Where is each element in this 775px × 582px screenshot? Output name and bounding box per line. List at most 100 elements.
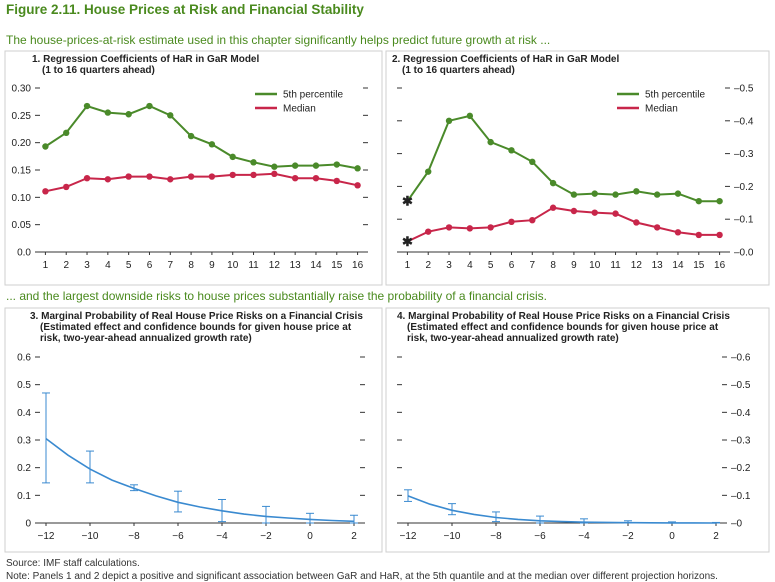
panel-1-xtick-label: 14 <box>310 260 322 271</box>
panel-2-ytick-label: –0.1 <box>734 215 754 226</box>
panel-4-xtick-label: −4 <box>578 531 590 542</box>
panel-1-point <box>271 170 278 178</box>
panel-2-point <box>570 207 578 215</box>
panel-4-ytick-label: –0.2 <box>731 463 751 474</box>
panel-2-chart: –0.0–0.1–0.2–0.3–0.4–0.51 2 3 4 5 6 7 8 9 10 11 12 1… <box>397 84 754 271</box>
panel-2-point <box>508 218 515 226</box>
panel-2-xtick-label: 5 <box>488 260 494 271</box>
subhead-top: The house-prices-at-risk estimate used i… <box>6 33 551 47</box>
panel-3-xtick-label: 0 <box>307 531 313 542</box>
panel-2-point <box>445 224 453 231</box>
panel-1-point <box>42 143 49 150</box>
panel-1-xtick-label: 11 <box>248 260 259 271</box>
panel-1-ytick-label: 0.10 <box>12 193 32 204</box>
panel-1-xtick-label: 6 <box>147 260 153 271</box>
panel-4-title-line2: (Estimated effect and confidence bounds … <box>407 322 719 333</box>
panel-1-point <box>271 163 278 170</box>
panel-2-point <box>570 191 578 198</box>
panel-2-point <box>529 216 536 224</box>
panel-2-xtick-label: 11 <box>610 260 621 271</box>
panel-1-point <box>187 173 195 180</box>
panel-1-point <box>187 132 195 140</box>
panel-3-ytick-label: 0.1 <box>17 491 31 502</box>
panel-3-xtick-label: −6 <box>172 531 184 542</box>
panel-2-point <box>466 112 474 120</box>
panel-1-point <box>250 159 257 166</box>
panel-3-title-line2: (Estimated effect and confidence bounds … <box>40 322 352 333</box>
panel-2-xtick-label: 8 <box>550 260 556 271</box>
panel-4-title-line1: 4. Marginal Probability of Real House Pr… <box>397 311 730 322</box>
panel-4-xtick-label: −12 <box>400 531 417 542</box>
panel-1-point <box>83 102 91 110</box>
panel-2-xtick-label: 13 <box>652 260 664 271</box>
panel-3-xtick-label: −2 <box>260 531 272 542</box>
panel-1-point <box>354 165 361 172</box>
panel-2-point <box>425 228 432 235</box>
panel-2-title-line1: 2. Regression Coefficients of HaR in GaR… <box>392 54 620 65</box>
panel-3-xtick-label: −4 <box>216 531 228 542</box>
panel-1-title-line2: (1 to 16 quarters ahead) <box>42 65 155 76</box>
panel-3-xtick-label: 2 <box>351 531 357 542</box>
panel-2-point <box>425 168 432 175</box>
panel-3-ytick-label: 0.3 <box>17 436 31 447</box>
panel-1-xtick-label: 1 <box>43 260 49 271</box>
panel-1-point <box>63 183 70 191</box>
panel-2-ytick-label: –0.3 <box>734 149 754 160</box>
panel-4-ytick-label: –0.1 <box>731 491 751 502</box>
panel-1-ytick-label: 0.20 <box>12 138 32 149</box>
subhead-bottom: ... and the largest downside risks to ho… <box>6 289 547 303</box>
panel-3-ytick-label: 0.4 <box>17 408 31 419</box>
panel-2-point <box>445 117 453 125</box>
panel-2-series-line-0 <box>406 114 720 203</box>
figure-title: Figure 2.11. House Prices at Risk and Fi… <box>6 2 364 17</box>
panel-3-ytick-label: 0.2 <box>17 463 31 474</box>
panel-3-title: 3. Marginal Probability of Real House Pr… <box>30 311 363 344</box>
panel-2-xtick-label: 2 <box>425 260 431 271</box>
panel-1-point <box>63 129 70 137</box>
panel-1-title: 1. Regression Coefficients of HaR in GaR… <box>32 54 259 76</box>
panel-2-point <box>549 179 557 187</box>
panel-2-point-star-bg <box>404 197 411 205</box>
panel-3-ytick-label: 0 <box>25 519 31 530</box>
panel-1-title-line1: 1. Regression Coefficients of HaR in GaR… <box>32 54 260 65</box>
panel-note: Note: Panels 1 and 2 depict a positive a… <box>6 571 718 582</box>
panel-4-frame <box>385 307 770 553</box>
panel-2-point <box>591 190 598 197</box>
panel-2-point <box>487 138 494 146</box>
panel-2-ytick-label: –0.5 <box>734 84 754 95</box>
panel-2-ytick-label: –0.2 <box>734 182 754 193</box>
panel-1-point <box>333 161 340 168</box>
panel-1-point <box>42 188 49 195</box>
panel-2-point <box>716 197 723 205</box>
panel-2-title: 2. Regression Coefficients of HaR in GaR… <box>392 54 619 76</box>
panel-4-title-line3: risk, two-year-ahead annualized growth r… <box>407 333 619 344</box>
panel-1-point <box>167 112 174 119</box>
panel-1-xtick-label: 2 <box>63 260 69 271</box>
panel-1-frame <box>4 50 383 286</box>
panel-1-point <box>333 177 340 185</box>
panel-2-xtick-label: 1 <box>405 260 411 271</box>
panel-1-ytick-label: 0.25 <box>12 111 32 122</box>
panel-1-point <box>291 175 299 182</box>
panel-2-point <box>591 209 598 216</box>
panel-1-ytick-label: 0.30 <box>12 84 32 95</box>
panel-1-xtick-label: 8 <box>188 260 194 271</box>
panel-4-xtick-label: −8 <box>490 531 502 542</box>
panel-3-title-line1: 3. Marginal Probability of Real House Pr… <box>30 311 363 322</box>
panel-2-point <box>695 197 702 205</box>
panel-2-point <box>612 191 619 198</box>
panel-2-xtick-label: 10 <box>589 260 601 271</box>
panel-1-xtick-label: 9 <box>209 260 215 271</box>
panel-1-point <box>250 171 257 179</box>
panel-1-xtick-label: 16 <box>352 260 364 271</box>
panel-3-frame <box>4 307 383 553</box>
panel-4-xtick-label: −10 <box>444 531 461 542</box>
panel-4-ytick-label: –0.3 <box>731 436 751 447</box>
panel-1-xtick-label: 15 <box>331 260 343 271</box>
panel-2-point-star: ✱ <box>402 194 413 209</box>
panel-2-point <box>695 231 702 239</box>
panel-2-title-line2: (1 to 16 quarters ahead) <box>402 65 515 76</box>
panel-1-ytick-label: 0.15 <box>12 166 32 177</box>
panel-3-xtick-label: −10 <box>82 531 99 542</box>
panel-3-chart: 0 0.1 0.2 0.3 0.4 0.5 0.6 −12 −10 −8 −6 −4 −2 0 2 <box>17 353 365 542</box>
